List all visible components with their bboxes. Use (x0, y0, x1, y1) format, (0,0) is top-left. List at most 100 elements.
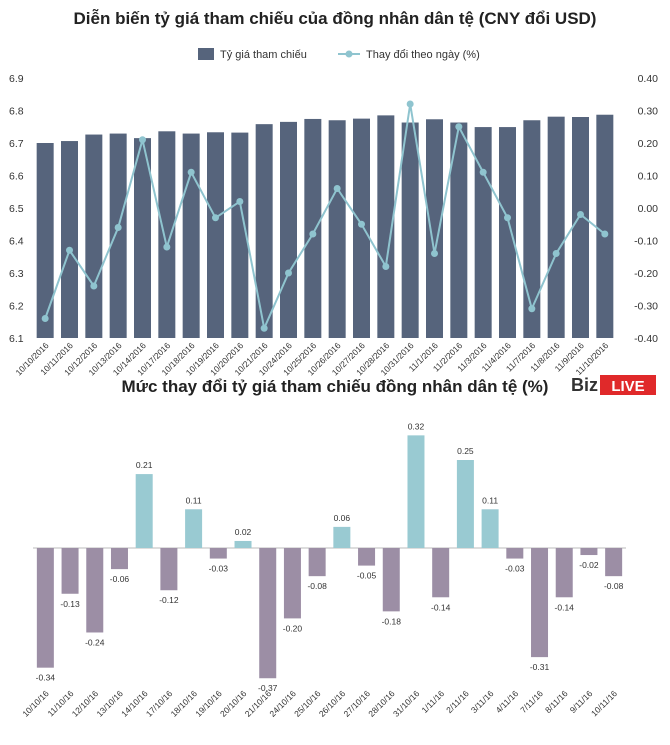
change-bar (481, 509, 499, 548)
change-data-label: 0.32 (408, 421, 425, 431)
bottom-x-axis: 10/10/1611/10/1612/10/1613/10/1614/10/16… (20, 688, 619, 719)
change-data-label: -0.13 (60, 599, 80, 609)
change-bar (333, 526, 351, 548)
change-data-label: -0.20 (283, 623, 303, 633)
rate-bar (280, 121, 297, 338)
daily-change-point (552, 250, 560, 257)
change-data-label: -0.14 (555, 602, 575, 612)
daily-change-point (382, 263, 390, 270)
daily-change-point (455, 123, 463, 131)
rate-bar (547, 116, 565, 338)
bottom-x-tick-label: 31/10/16 (391, 688, 422, 719)
change-data-label: -0.03 (505, 564, 525, 574)
rate-bar (182, 133, 200, 338)
change-bar (407, 435, 425, 548)
rate-bar (109, 133, 127, 338)
change-data-label: -0.24 (85, 637, 105, 647)
daily-change-point (187, 168, 195, 176)
legend-swatch-bar (198, 48, 214, 60)
rate-bar (85, 134, 103, 338)
right-tick-label: 0.10 (638, 171, 659, 183)
legend-label-line: Thay đổi theo ngày (%) (366, 49, 480, 61)
change-bar (432, 548, 450, 598)
change-data-label: -0.03 (209, 564, 229, 574)
logo-live: LIVE (611, 378, 644, 395)
rate-bar (523, 120, 541, 338)
change-bar (456, 460, 474, 548)
bottom-chart-title: Mức thay đổi tỷ giá tham chiếu đồng nhân… (122, 377, 549, 396)
daily-change-point (601, 230, 609, 238)
change-data-label: -0.12 (159, 595, 179, 605)
rate-bar (61, 141, 78, 338)
right-tick-label: -0.30 (634, 301, 658, 313)
bottom-x-tick-label: 8/11/16 (543, 688, 570, 715)
daily-change-point (358, 220, 365, 228)
change-bars (36, 435, 623, 679)
left-tick-label: 6.1 (9, 333, 24, 345)
daily-change-point (114, 224, 122, 231)
daily-change-point (90, 282, 98, 290)
left-tick-label: 6.8 (9, 106, 24, 118)
daily-change-point (406, 100, 414, 108)
left-tick-label: 6.5 (9, 203, 24, 215)
change-data-label: -0.37 (258, 683, 278, 693)
rate-bar (328, 120, 346, 338)
daily-change-point (479, 168, 487, 176)
right-tick-label: 0.30 (638, 106, 659, 118)
right-tick-label: -0.40 (634, 333, 658, 345)
daily-change-point (504, 214, 511, 222)
change-bar (185, 509, 203, 548)
change-bar (358, 548, 376, 566)
bottom-chart: Mức thay đổi tỷ giá tham chiếu đồng nhân… (20, 375, 656, 719)
rate-bar (474, 127, 492, 338)
top-chart: Diễn biến tỷ giá tham chiếu của đồng nhâ… (9, 9, 658, 377)
change-data-label: -0.06 (110, 574, 130, 584)
left-tick-label: 6.3 (9, 268, 24, 280)
change-data-label: 0.02 (235, 527, 252, 537)
bottom-x-tick-label: 7/11/16 (518, 688, 545, 715)
change-data-label: 0.11 (482, 495, 498, 505)
daily-change-point (236, 198, 244, 205)
bottom-x-tick-label: 4/11/16 (494, 688, 521, 715)
bottom-x-tick-label: 10/10/16 (20, 688, 51, 719)
bizlive-logo: Biz LIVE (571, 375, 656, 395)
rate-bar (255, 124, 273, 339)
change-bar (61, 548, 79, 594)
change-bar (382, 548, 400, 612)
daily-change-points (41, 100, 609, 332)
top-chart-title: Diễn biến tỷ giá tham chiếu của đồng nhâ… (74, 9, 597, 28)
daily-change-point (260, 324, 268, 332)
rate-bar (134, 138, 151, 338)
rate-bar (231, 132, 249, 338)
daily-change-point (41, 315, 49, 322)
daily-change-point (577, 211, 584, 218)
change-bar (283, 548, 301, 619)
change-bar (555, 548, 573, 598)
daily-change-point (139, 136, 146, 144)
rate-bar (304, 118, 322, 338)
right-y-axis: -0.40 -0.30 -0.20 -0.10 0.00 0.10 0.20 0.30 0.40 (634, 73, 658, 345)
rate-bar (401, 122, 419, 339)
change-data-label: -0.08 (604, 581, 624, 591)
right-tick-label: 0.00 (638, 203, 659, 215)
left-tick-label: 6.6 (9, 171, 24, 183)
change-data-label: -0.34 (36, 673, 56, 683)
bottom-x-tick-label: 1/11/16 (419, 688, 446, 715)
logo-live-box (600, 375, 656, 395)
bottom-x-tick-label: 10/11/16 (589, 688, 619, 718)
change-bar (506, 548, 524, 559)
change-bar (605, 548, 623, 577)
change-bar (209, 548, 227, 559)
daily-change-point (285, 269, 292, 277)
daily-change-point (212, 214, 219, 222)
change-bar (110, 548, 128, 570)
change-bar (86, 548, 104, 633)
rate-bar (572, 117, 589, 338)
rate-bar (499, 127, 516, 338)
logo-biz: Biz (571, 375, 598, 395)
top-x-axis: 10/10/201610/11/201610/12/201610/13/2016… (13, 340, 610, 377)
legend-swatch-marker (345, 50, 353, 58)
rate-bar (426, 119, 443, 339)
legend-label-bar: Tỷ giá tham chiếu (220, 49, 307, 61)
